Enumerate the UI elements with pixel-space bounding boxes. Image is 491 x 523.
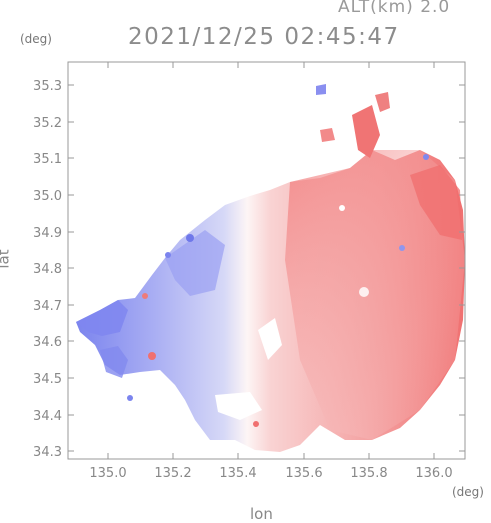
echo-red-cell-top bbox=[320, 128, 335, 142]
y-tick-label: 35.2 bbox=[33, 116, 62, 131]
echo-approaching-south bbox=[100, 346, 128, 378]
echo-red-cell-ne bbox=[352, 105, 380, 158]
x-axis-label: lon bbox=[250, 505, 273, 523]
echo-speck bbox=[165, 252, 171, 258]
echo-approaching-mid bbox=[165, 230, 225, 296]
y-tick-label: 34.3 bbox=[33, 445, 62, 460]
echo-speck bbox=[339, 205, 345, 211]
y-tick-label: 35.3 bbox=[33, 79, 62, 94]
echo-speck bbox=[127, 395, 133, 401]
echo-receding-shade bbox=[285, 150, 465, 440]
y-tick-label: 34.8 bbox=[33, 262, 62, 277]
y-axis-ticks bbox=[68, 84, 465, 452]
echo-approaching-west bbox=[76, 300, 128, 336]
echo-red-cell-n bbox=[375, 92, 390, 112]
echo-layer bbox=[76, 84, 465, 452]
echo-speck bbox=[399, 245, 405, 251]
x-tick-label: 135.0 bbox=[89, 466, 126, 481]
echo-speck bbox=[359, 287, 369, 297]
y-tick-label: 34.6 bbox=[33, 335, 62, 350]
y-tick-label: 35.1 bbox=[33, 152, 62, 167]
timestamp-title: 2021/12/25 02:45:47 bbox=[128, 24, 400, 50]
x-tick-labels: 135.0 135.2 135.4 135.6 135.8 136.0 bbox=[89, 466, 452, 481]
echo-speck bbox=[423, 154, 429, 160]
y-tick-label: 34.4 bbox=[33, 409, 62, 424]
x-unit-label: (deg) bbox=[452, 485, 484, 499]
y-tick-label: 34.5 bbox=[33, 372, 62, 387]
y-unit-label: (deg) bbox=[20, 32, 52, 46]
echo-speck bbox=[186, 234, 194, 242]
x-tick-label: 135.2 bbox=[154, 466, 191, 481]
altitude-label: ALT(km) 2.0 bbox=[338, 0, 451, 17]
x-tick-label: 135.8 bbox=[350, 466, 387, 481]
plot-frame bbox=[67, 61, 466, 460]
echo-speck bbox=[253, 421, 259, 427]
y-tick-label: 34.9 bbox=[33, 226, 62, 241]
echo-speck bbox=[148, 352, 156, 360]
y-tick-label: 35.0 bbox=[33, 189, 62, 204]
x-tick-label: 135.6 bbox=[285, 466, 322, 481]
y-tick-labels: 35.3 35.2 35.1 35.0 34.9 34.8 34.7 34.6 … bbox=[33, 79, 62, 460]
y-tick-label: 34.7 bbox=[33, 299, 62, 314]
echo-speck bbox=[142, 293, 148, 299]
x-tick-label: 136.0 bbox=[415, 466, 452, 481]
echo-hole-south bbox=[215, 392, 262, 420]
echo-blue-cell-top bbox=[316, 84, 326, 95]
echo-gap bbox=[258, 318, 282, 360]
x-tick-label: 135.4 bbox=[219, 466, 256, 481]
echo-red-band-east bbox=[410, 165, 462, 240]
x-axis-ticks bbox=[107, 62, 435, 459]
